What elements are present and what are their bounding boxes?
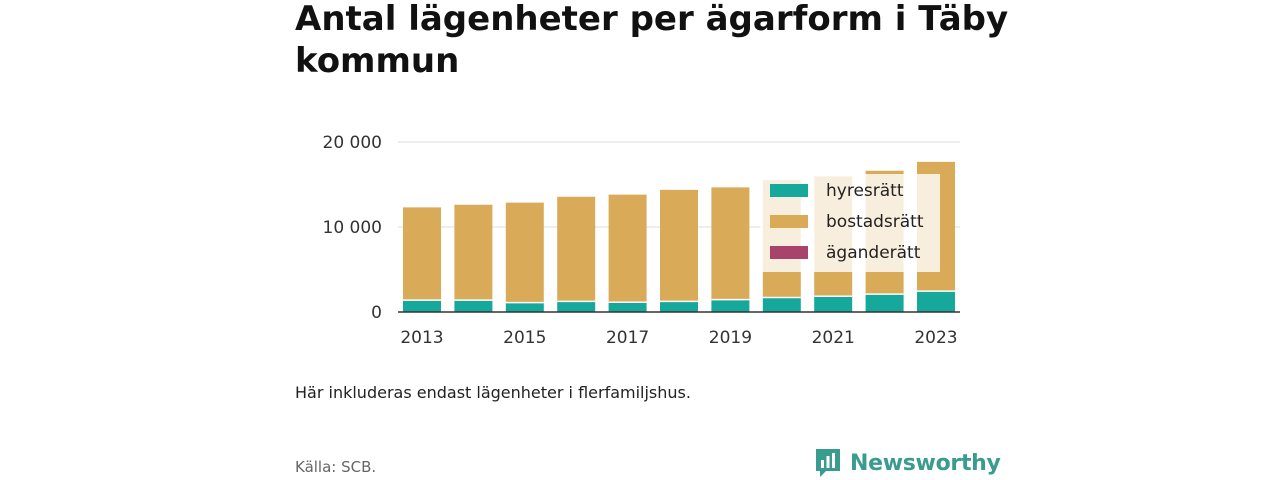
brand-logo: Newsworthy — [814, 446, 1001, 480]
bar-bostadsrätt-2019 — [711, 186, 750, 300]
bar-hyresrätt-2016 — [557, 301, 596, 312]
x-tick-label: 2013 — [400, 328, 443, 348]
legend-label-bostadsrätt: bostadsrätt — [826, 212, 924, 232]
brand-name: Newsworthy — [850, 450, 1001, 476]
legend-swatch-hyresrätt — [770, 184, 808, 197]
bar-hyresrätt-2013 — [403, 300, 441, 312]
x-tick-label: 2023 — [914, 328, 957, 348]
chart-note: Här inkluderas endast lägenheter i flerf… — [295, 383, 691, 402]
y-tick-label: 10 000 — [323, 218, 382, 238]
bar-bostadsrätt-2013 — [403, 206, 441, 301]
legend-swatch-äganderätt — [770, 246, 808, 259]
x-tick-label: 2017 — [606, 328, 649, 348]
bar-hyresrätt-2021 — [814, 296, 853, 312]
bar-hyresrätt-2014 — [454, 300, 493, 312]
y-tick-labels: 0 10 000 20 000 — [323, 133, 382, 323]
y-tick-label: 0 — [371, 303, 382, 323]
bar-hyresrätt-2018 — [660, 301, 698, 312]
bar-hyresrätt-2020 — [762, 297, 801, 312]
bar-bostadsrätt-2017 — [608, 193, 647, 303]
bar-bostadsrätt-2018 — [660, 189, 698, 302]
bar-hyresrätt-2022 — [865, 294, 904, 312]
bar-bostadsrätt-2014 — [454, 204, 493, 301]
bar-bostadsrätt-2016 — [557, 195, 596, 302]
bar-hyresrätt-2015 — [505, 302, 544, 312]
chart-title: Antal lägenheter per ägarform i Täby kom… — [295, 0, 1009, 81]
legend-swatch-bostadsrätt — [770, 215, 808, 228]
bar-bostadsrätt-2015 — [505, 201, 544, 303]
bar-chart-speech-bubble-icon — [816, 449, 840, 477]
legend-label-äganderätt: äganderätt — [826, 243, 921, 263]
y-tick-label: 20 000 — [323, 133, 382, 153]
x-tick-label: 2019 — [709, 328, 752, 348]
bar-hyresrätt-2019 — [711, 299, 750, 312]
bar-hyresrätt-2023 — [917, 291, 955, 312]
chart-source: Källa: SCB. — [295, 458, 377, 476]
x-tick-label: 2015 — [503, 328, 546, 348]
legend-label-hyresrätt: hyresrätt — [826, 181, 904, 201]
legend: hyresrätt bostadsrätt äganderätt — [760, 174, 940, 272]
x-tick-labels: 2013 2015 2017 2019 2021 2023 — [400, 328, 957, 348]
bar-hyresrätt-2017 — [608, 302, 647, 312]
x-tick-label: 2021 — [812, 328, 855, 348]
